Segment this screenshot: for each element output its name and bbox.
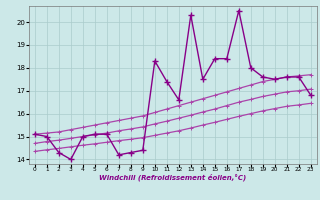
X-axis label: Windchill (Refroidissement éolien,°C): Windchill (Refroidissement éolien,°C) [99,174,246,181]
